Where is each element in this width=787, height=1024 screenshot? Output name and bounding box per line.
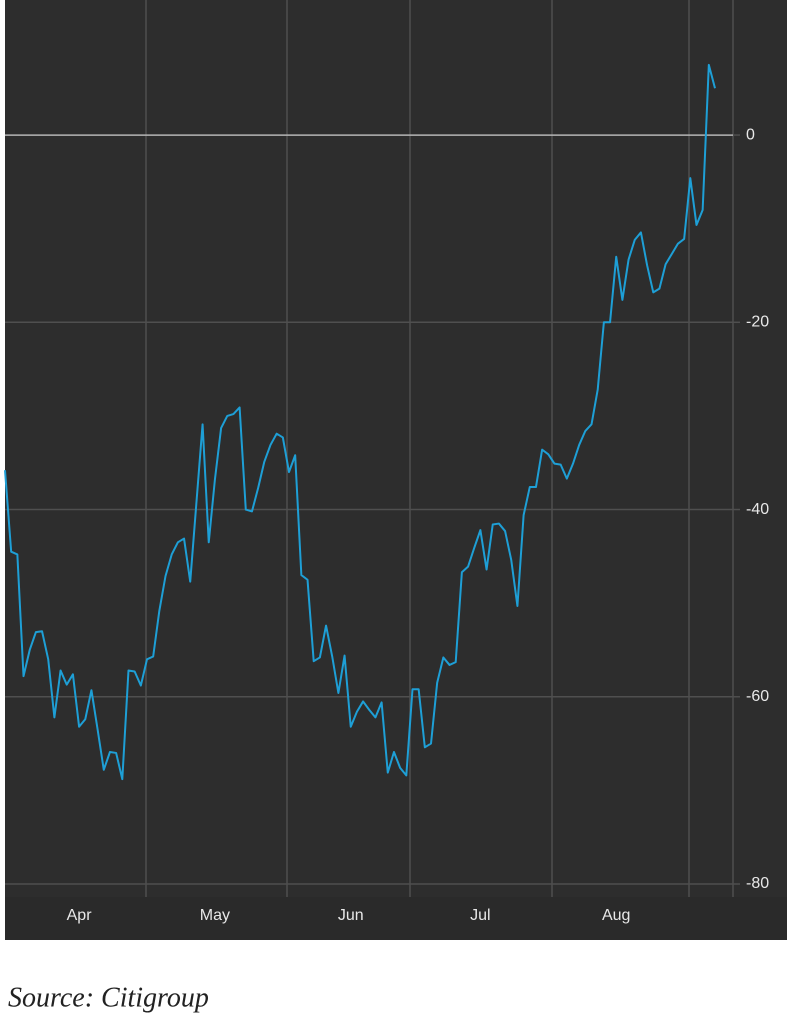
y-tick-label: -20 [746,314,769,331]
y-tick-label: -60 [746,688,769,705]
month-grid [145,0,734,897]
source-note: Source: Citigroup [8,982,209,1013]
plot-background [5,0,787,940]
x-tick-label: Jul [470,907,490,924]
y-tick-label: -80 [746,875,769,892]
x-tick-label: Aug [602,907,630,924]
x-axis-strip [5,897,787,940]
y-tick-label: -40 [746,501,769,518]
x-tick-label: Jun [338,907,364,924]
x-tick-label: May [200,907,230,924]
data-line [4,63,716,781]
x-tick-label: Apr [67,907,93,924]
y-tick-label: 0 [746,126,755,143]
